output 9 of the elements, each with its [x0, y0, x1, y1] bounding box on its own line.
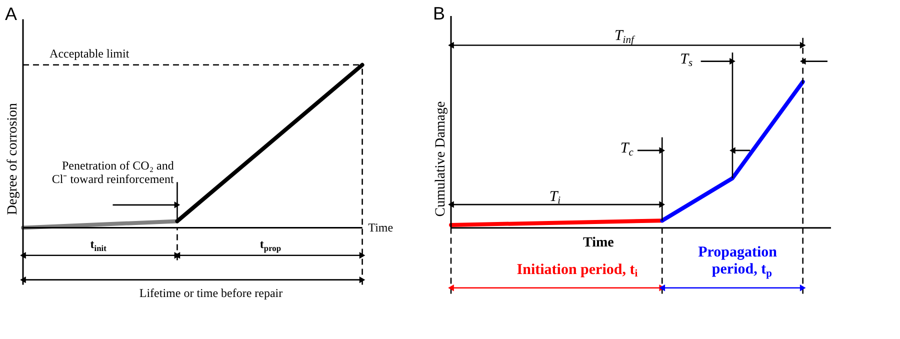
x-axis-title: Time [368, 220, 394, 235]
ref-line-label: Acceptable limit [50, 46, 130, 60]
chart-title: B [433, 3, 446, 24]
x-axis-title: Time [583, 236, 614, 251]
y-axis-title: Degree of corrosion [6, 103, 20, 215]
chart-title: A [5, 4, 18, 24]
annotation: Penetration of CO₂ and Cl⁻ toward reinforcement [52, 158, 174, 186]
text: Lifetime or time before repair [139, 286, 283, 300]
y-axis-title: Cumulative Damage [434, 101, 448, 217]
